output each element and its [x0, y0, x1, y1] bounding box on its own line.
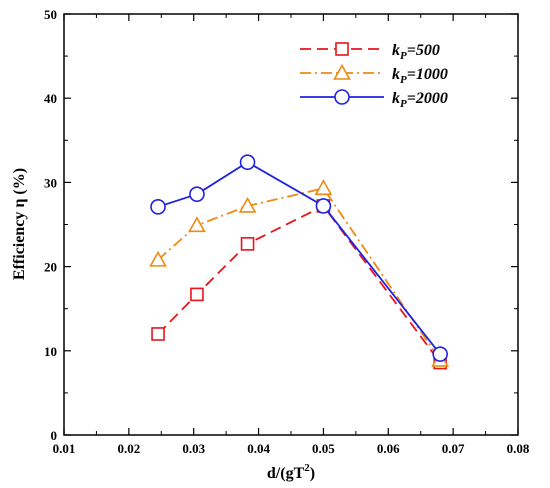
y-tick-label: 20 — [44, 260, 57, 275]
legend-entry: kP=500 — [300, 42, 440, 62]
y-tick-label: 0 — [51, 428, 58, 443]
data-point — [315, 198, 332, 214]
x-tick-label: 0.04 — [247, 441, 270, 456]
data-point — [150, 199, 166, 215]
legend-marker — [334, 89, 350, 105]
y-tick-label: 10 — [44, 344, 57, 359]
legend-marker — [335, 42, 349, 56]
data-point — [151, 327, 165, 341]
data-point — [189, 186, 205, 202]
y-tick-label: 50 — [44, 7, 57, 22]
data-point — [432, 346, 448, 362]
x-axis-label-tail: ) — [310, 465, 315, 482]
y-axis-label: Efficiency η (%) — [11, 168, 28, 280]
legend-entry: kP=1000 — [300, 63, 448, 86]
x-tick-label: 0.07 — [442, 441, 465, 456]
data-point — [240, 237, 255, 251]
x-axis-label-main: d/(gT — [267, 465, 305, 482]
x-tick-label: 0.03 — [182, 441, 205, 456]
series-2 — [149, 179, 450, 367]
x-tick-label: 0.02 — [117, 441, 140, 456]
data-point — [314, 179, 333, 196]
y-tick-label: 40 — [44, 91, 57, 106]
series-3 — [150, 154, 448, 362]
x-tick-label: 0.01 — [53, 441, 76, 456]
legend-label: kP=2000 — [392, 90, 448, 110]
axis-ticks — [63, 13, 519, 436]
series-layer — [149, 154, 450, 370]
data-point — [190, 287, 204, 302]
legend-marker — [333, 63, 351, 80]
legend: kP=500 kP=1000 kP=2000 — [300, 42, 448, 110]
plot-frame — [63, 13, 519, 436]
data-point — [188, 216, 206, 233]
x-tick-label: 0.05 — [312, 441, 335, 456]
data-point — [149, 250, 167, 267]
legend-label: kP=1000 — [392, 66, 448, 86]
legend-label: kP=500 — [392, 42, 440, 62]
data-point — [238, 196, 257, 213]
x-axis-label: d/(gT2) — [267, 462, 315, 482]
x-tick-label: 0.08 — [507, 441, 530, 456]
y-tick-labels: 0 10 20 30 40 50 — [44, 7, 57, 443]
legend-entry: kP=2000 — [300, 89, 448, 110]
x-axis-label-sup: 2 — [304, 462, 310, 474]
data-point — [239, 154, 256, 170]
x-tick-label: 0.06 — [377, 441, 400, 456]
y-tick-label: 30 — [44, 175, 57, 190]
x-tick-labels: 0.01 0.02 0.03 0.04 0.05 0.06 0.07 0.08 — [53, 441, 530, 456]
series-line — [157, 187, 441, 361]
